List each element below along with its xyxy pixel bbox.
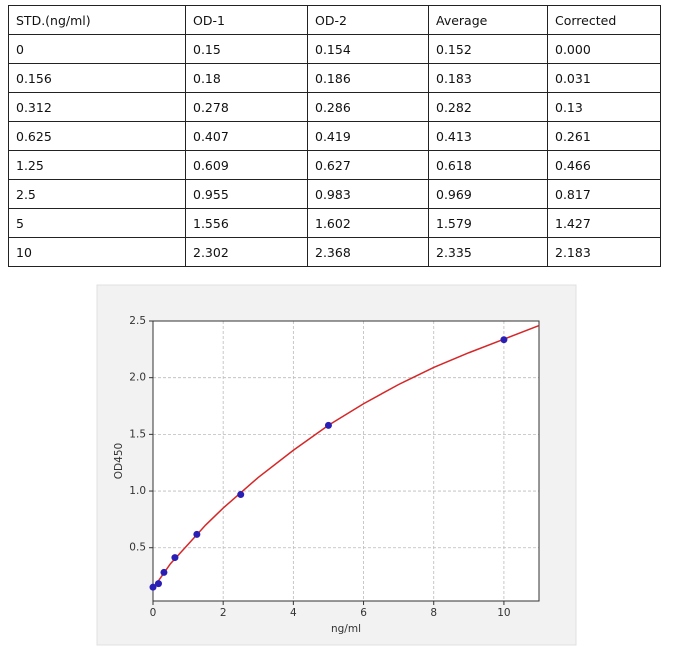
- table-cell: 2.5: [8, 179, 186, 209]
- table-cell: 0.312: [8, 92, 186, 122]
- data-point: [149, 583, 157, 591]
- header-cell: Average: [428, 5, 548, 35]
- table-row: 1.25 0.609 0.627 0.618 0.466: [8, 150, 661, 180]
- y-tick-label: 0.5: [129, 542, 146, 554]
- table-cell: 0.407: [185, 121, 308, 151]
- table-cell: 0.15: [185, 34, 308, 64]
- table-row: 10 2.302 2.368 2.335 2.183: [8, 237, 661, 267]
- table-cell: 1.579: [428, 208, 548, 238]
- table-cell: 0.609: [185, 150, 308, 180]
- y-axis-label: OD450: [113, 443, 125, 479]
- data-point: [324, 421, 332, 429]
- data-point: [500, 336, 508, 344]
- table-cell: 0.627: [307, 150, 429, 180]
- table-cell: 0.413: [428, 121, 548, 151]
- x-tick-label: 10: [497, 607, 510, 619]
- y-tick-label: 1.0: [129, 485, 146, 497]
- table-cell: 0.466: [547, 150, 661, 180]
- table-cell: 0.817: [547, 179, 661, 209]
- header-cell: OD-1: [185, 5, 308, 35]
- table-cell: 2.335: [428, 237, 548, 267]
- table-cell: 2.183: [547, 237, 661, 267]
- table-cell: 0.286: [307, 92, 429, 122]
- table-cell: 0.18: [185, 63, 308, 93]
- table-row: 2.5 0.955 0.983 0.969 0.817: [8, 179, 661, 209]
- y-tick-label: 2.0: [129, 372, 146, 384]
- table-cell: 5: [8, 208, 186, 238]
- table-cell: 0.152: [428, 34, 548, 64]
- table-cell: 0.955: [185, 179, 308, 209]
- table-row: 0.156 0.18 0.186 0.183 0.031: [8, 63, 661, 93]
- table-row: 5 1.556 1.602 1.579 1.427: [8, 208, 661, 238]
- x-axis-label: ng/ml: [331, 623, 361, 635]
- table-row: 0 0.15 0.154 0.152 0.000: [8, 34, 661, 64]
- table-cell: 1.556: [185, 208, 308, 238]
- x-tick-label: 4: [290, 607, 297, 619]
- header-cell: OD-2: [307, 5, 429, 35]
- x-tick-label: 2: [220, 607, 227, 619]
- x-tick-label: 8: [430, 607, 437, 619]
- table-cell: 0: [8, 34, 186, 64]
- table-cell: 0.186: [307, 63, 429, 93]
- table-cell: 0.154: [307, 34, 429, 64]
- table-cell: 0.183: [428, 63, 548, 93]
- chart-panel: [96, 284, 577, 646]
- table-cell: 2.302: [185, 237, 308, 267]
- data-table: STD.(ng/ml) OD-1 OD-2 Average Corrected 0 0.15…: [8, 5, 661, 267]
- table-cell: 0.000: [547, 34, 661, 64]
- table-cell: 0.969: [428, 179, 548, 209]
- table-cell: 0.031: [547, 63, 661, 93]
- data-point: [160, 568, 168, 576]
- table-cell: 0.261: [547, 121, 661, 151]
- table-cell: 0.156: [8, 63, 186, 93]
- table-cell: 0.282: [428, 92, 548, 122]
- x-tick-label: 6: [360, 607, 367, 619]
- table-row: 0.625 0.407 0.419 0.413 0.261: [8, 121, 661, 151]
- data-point: [237, 491, 245, 499]
- data-point: [193, 530, 201, 538]
- table-cell: 1.427: [547, 208, 661, 238]
- table-cell: 0.983: [307, 179, 429, 209]
- table-cell: 10: [8, 237, 186, 267]
- table-cell: 0.419: [307, 121, 429, 151]
- table-cell: 0.13: [547, 92, 661, 122]
- y-tick-label: 2.5: [129, 315, 146, 327]
- fit-curve: [152, 324, 540, 589]
- table-cell: 1.25: [8, 150, 186, 180]
- table-cell: 2.368: [307, 237, 429, 267]
- data-point: [171, 554, 179, 562]
- table-row: STD.(ng/ml) OD-1 OD-2 Average Corrected: [8, 5, 661, 35]
- plot-area: [153, 321, 539, 601]
- table-row: 0.312 0.278 0.286 0.282 0.13: [8, 92, 661, 122]
- header-cell: Corrected: [547, 5, 661, 35]
- y-tick-label: 1.5: [129, 428, 146, 440]
- table-cell: 1.602: [307, 208, 429, 238]
- table-cell: 0.625: [8, 121, 186, 151]
- plot-frame: [152, 320, 540, 602]
- table-cell: 0.278: [185, 92, 308, 122]
- data-point: [154, 580, 162, 588]
- x-tick-label: 0: [150, 607, 157, 619]
- header-cell: STD.(ng/ml): [8, 5, 186, 35]
- table-cell: 0.618: [428, 150, 548, 180]
